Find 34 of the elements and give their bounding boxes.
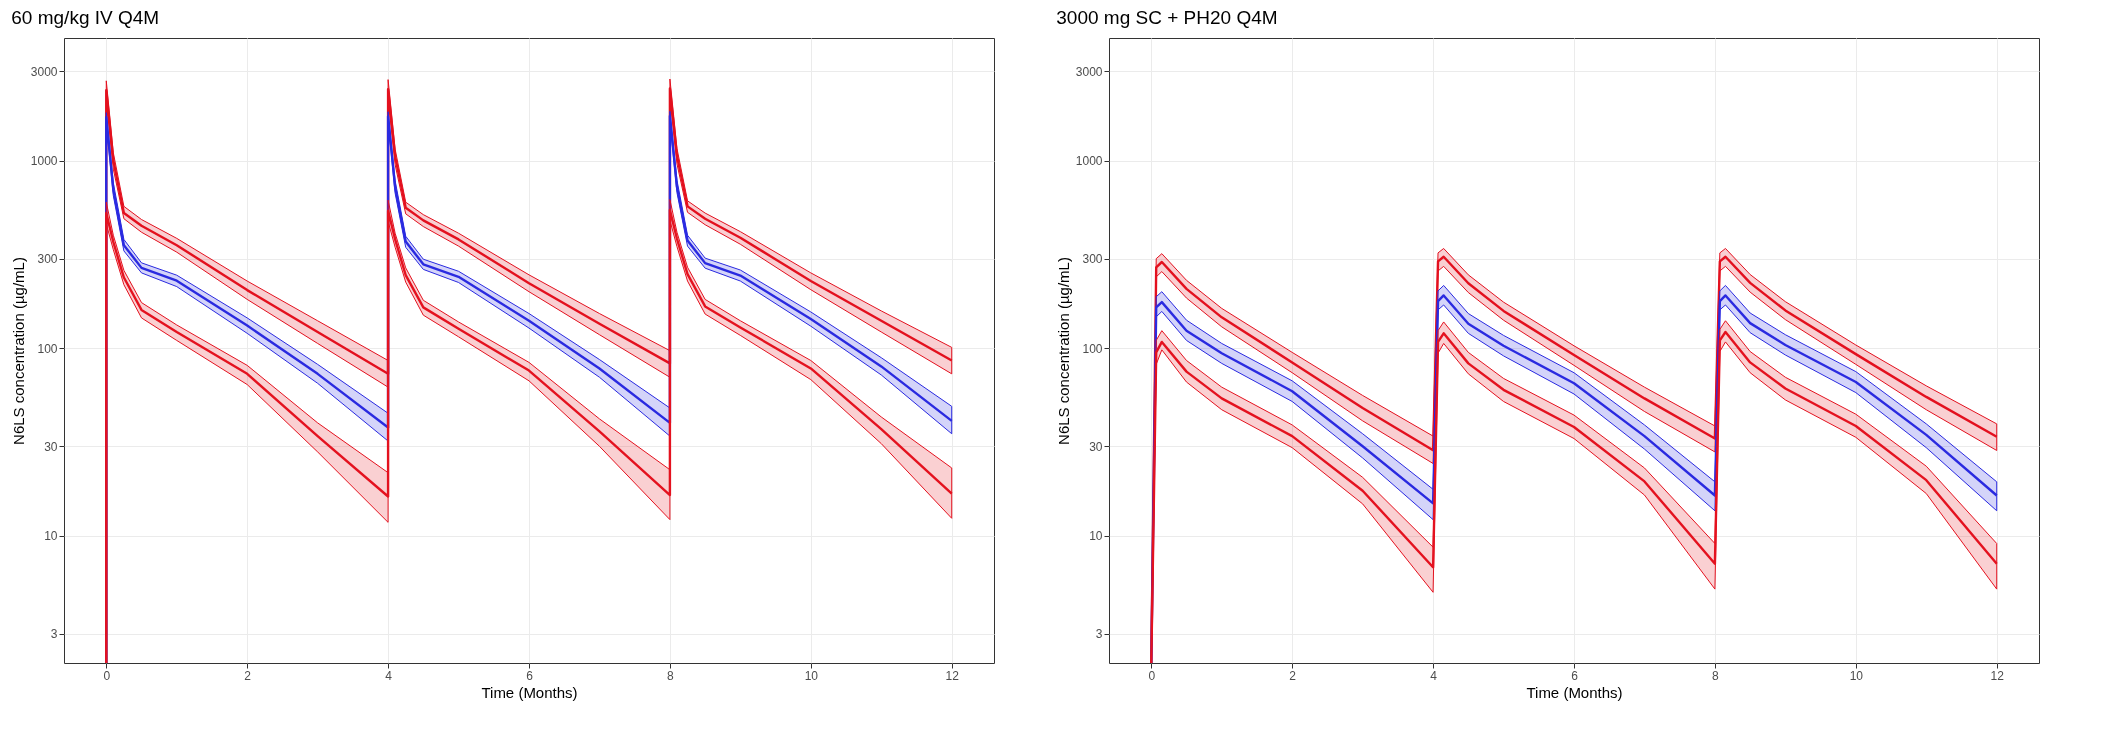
y-tick-label: 1000 xyxy=(1075,154,1103,169)
x-tick-label: 0 xyxy=(103,668,111,683)
y-tick-label: 10 xyxy=(1089,529,1103,544)
y-axis-title: N6LS concentration (µg/mL) xyxy=(9,257,27,445)
x-tick-label: 8 xyxy=(1712,668,1720,683)
x-tick-label: 2 xyxy=(1289,668,1297,683)
x-axis-title: Time (Months) xyxy=(481,683,578,701)
y-tick-label: 1000 xyxy=(30,154,58,169)
chart-title: 3000 mg SC + PH20 Q4M xyxy=(1056,7,1278,28)
x-tick-label: 2 xyxy=(244,668,252,683)
x-tick-label: 6 xyxy=(526,668,534,683)
y-axis-title: N6LS concentration (µg/mL) xyxy=(1054,257,1072,445)
y-tick-label: 30 xyxy=(1089,439,1103,454)
x-axis-title: Time (Months) xyxy=(1526,683,1623,701)
x-tick-label: 0 xyxy=(1148,668,1156,683)
x-tick-label: 8 xyxy=(667,668,675,683)
x-tick-label: 4 xyxy=(1430,668,1438,683)
y-tick-label: 3000 xyxy=(1075,64,1103,79)
x-tick-label: 10 xyxy=(1849,668,1864,683)
chart-title: 60 mg/kg IV Q4M xyxy=(11,7,160,28)
x-tick-label: 12 xyxy=(1990,668,2005,683)
x-tick-label: 6 xyxy=(1571,668,1579,683)
y-tick-label: 3 xyxy=(50,627,58,642)
y-tick-label: 30 xyxy=(44,439,58,454)
x-tick-label: 10 xyxy=(804,668,819,683)
x-tick-label: 4 xyxy=(385,668,393,683)
y-tick-label: 100 xyxy=(1082,341,1103,356)
y-tick-label: 300 xyxy=(1082,252,1103,267)
y-tick-label: 3 xyxy=(1095,627,1103,642)
x-tick-label: 12 xyxy=(945,668,960,683)
y-tick-label: 3000 xyxy=(30,64,58,79)
y-tick-label: 300 xyxy=(37,252,58,267)
y-tick-label: 100 xyxy=(37,341,58,356)
y-tick-label: 10 xyxy=(44,529,58,544)
